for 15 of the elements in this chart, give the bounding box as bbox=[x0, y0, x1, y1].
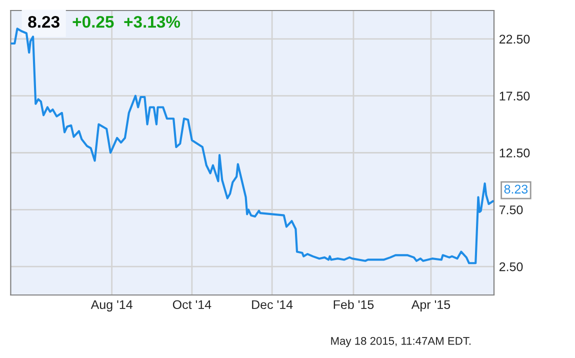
chart-title: 8.23 bbox=[28, 16, 60, 28]
x-tick-label: Oct '14 bbox=[172, 300, 212, 310]
line-series bbox=[10, 28, 494, 264]
y-tick-label: 2.50 bbox=[499, 262, 523, 272]
y-tick-label: 7.50 bbox=[500, 205, 523, 214]
y-tick-label: 22.50 bbox=[499, 34, 530, 44]
data-label: 8.23 bbox=[504, 184, 528, 194]
chart-subtitle: +0.25 +3.13% bbox=[72, 16, 180, 28]
y-tick-label: 17.50 bbox=[500, 92, 530, 100]
x-tick-label: Feb '15 bbox=[334, 300, 374, 310]
x-tick-label: Dec '14 bbox=[252, 300, 293, 310]
y-tick-label: 12.50 bbox=[500, 148, 530, 158]
x-tick-label: Aug '14 bbox=[90, 300, 132, 312]
x-tick-label: Apr '15 bbox=[411, 300, 450, 312]
text: May 18 2015, 11:47AM EDT. bbox=[331, 337, 470, 348]
